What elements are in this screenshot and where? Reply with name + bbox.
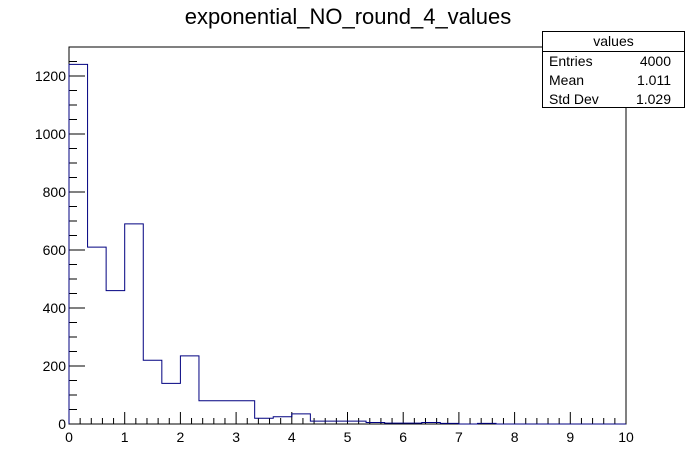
stats-row-entries: Entries 4000 (543, 52, 684, 71)
stats-stddev-value: 1.029 (635, 91, 671, 107)
y-axis: 0 200 400 600 800 1000 1200 (35, 46, 85, 432)
stats-entries-label: Entries (549, 53, 593, 69)
y-tick-label: 400 (43, 300, 67, 316)
x-tick-label: 9 (566, 429, 574, 445)
x-tick-label: 7 (455, 429, 463, 445)
stats-row-mean: Mean 1.011 (543, 71, 684, 90)
stats-entries-value: 4000 (639, 53, 671, 69)
x-tick-label: 8 (511, 429, 519, 445)
x-tick-label: 5 (344, 429, 352, 445)
stats-box: values Entries 4000 Mean 1.011 Std Dev 1… (542, 31, 685, 108)
x-tick-label: 10 (618, 429, 634, 445)
y-tick-label: 600 (43, 242, 67, 258)
y-tick-label: 200 (43, 358, 67, 374)
stats-mean-label: Mean (549, 72, 585, 88)
y-tick-label: 0 (58, 416, 66, 432)
y-tick-label: 1200 (35, 68, 66, 84)
x-tick-label: 6 (399, 429, 407, 445)
x-tick-label: 3 (232, 429, 240, 445)
x-tick-label: 4 (288, 429, 296, 445)
stats-stddev-label: Std Dev (549, 91, 599, 107)
x-tick-label: 0 (65, 429, 73, 445)
chart-title: exponential_NO_round_4_values (184, 4, 512, 29)
x-tick-label: 2 (177, 429, 185, 445)
y-tick-label: 800 (43, 184, 67, 200)
stats-header: values (543, 32, 684, 52)
stats-row-stddev: Std Dev 1.029 (543, 90, 684, 109)
y-tick-label: 1000 (35, 126, 66, 142)
stats-mean-value: 1.011 (637, 72, 671, 88)
x-tick-label: 1 (121, 429, 129, 445)
x-axis: 0 1 2 3 4 5 6 7 8 9 10 (65, 412, 634, 445)
histogram-line (68, 63, 626, 425)
